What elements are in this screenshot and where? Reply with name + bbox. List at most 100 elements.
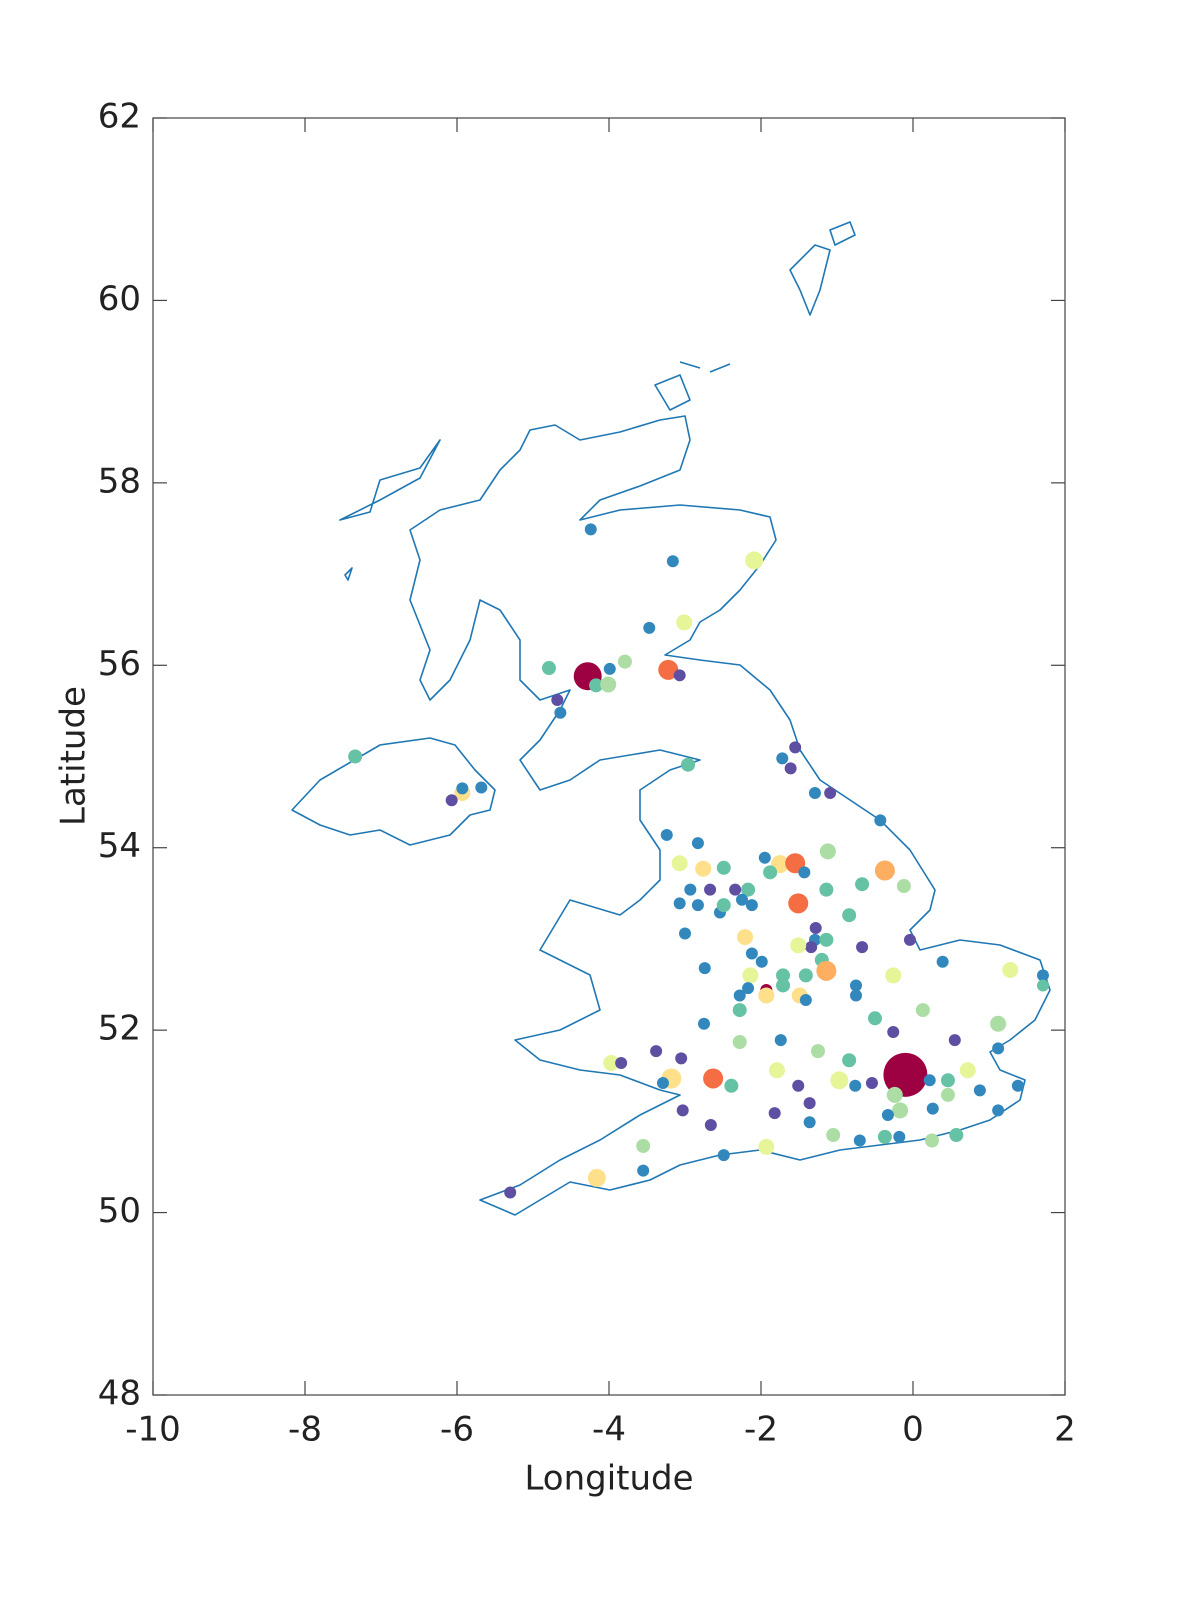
point — [803, 1116, 816, 1129]
point — [883, 1052, 928, 1097]
point — [850, 979, 862, 992]
point — [732, 1035, 747, 1050]
point — [936, 955, 949, 968]
point — [885, 967, 902, 984]
point — [768, 1062, 785, 1079]
point — [698, 962, 711, 975]
point — [732, 1003, 747, 1018]
point — [808, 786, 821, 799]
point — [819, 882, 834, 897]
y-tick-label: 54 — [98, 826, 141, 866]
point — [776, 968, 791, 983]
point — [877, 1129, 892, 1144]
point — [589, 678, 604, 693]
y-tick-label: 56 — [98, 644, 141, 684]
point — [850, 989, 862, 1002]
point — [763, 865, 778, 880]
point — [915, 1003, 930, 1018]
y-axis-label: Latitude — [54, 686, 94, 826]
point — [504, 1186, 517, 1199]
point — [940, 1087, 955, 1102]
point — [768, 1107, 781, 1120]
point — [1002, 961, 1019, 978]
point — [886, 1086, 903, 1103]
point — [698, 1017, 710, 1030]
point — [1036, 979, 1049, 992]
x-tick-label: -6 — [440, 1410, 474, 1450]
point — [789, 741, 802, 754]
x-tick-label: 2 — [1054, 1410, 1076, 1450]
point — [868, 1011, 882, 1026]
point — [853, 1134, 866, 1147]
orkney-outline — [654, 361, 731, 411]
point — [923, 1074, 936, 1087]
point — [776, 978, 791, 993]
point — [776, 752, 789, 765]
point — [666, 555, 679, 568]
y-tick-label: 62 — [98, 97, 141, 137]
y-tick-label: 48 — [98, 1374, 141, 1414]
point — [745, 947, 758, 960]
x-tick-label: -4 — [592, 1410, 626, 1450]
point — [603, 1054, 620, 1071]
point — [758, 851, 771, 864]
point — [874, 814, 887, 827]
point — [892, 1102, 909, 1119]
point — [949, 1128, 964, 1143]
point — [704, 1119, 717, 1132]
point — [737, 929, 754, 946]
point — [695, 860, 712, 877]
point — [676, 1104, 689, 1117]
x-tick-label: -10 — [125, 1410, 181, 1450]
point — [959, 1062, 976, 1079]
point — [903, 933, 916, 946]
point — [617, 654, 632, 669]
point — [660, 828, 673, 841]
point — [819, 932, 834, 947]
hebrides-outline — [339, 439, 441, 581]
point — [691, 837, 704, 850]
point — [716, 898, 731, 913]
point — [742, 967, 759, 984]
point — [673, 897, 686, 910]
point — [615, 1056, 628, 1069]
plot-frame — [152, 117, 1066, 1396]
x-axis-label: Longitude — [524, 1459, 693, 1499]
point — [926, 1102, 939, 1115]
point — [842, 1053, 857, 1068]
great-britain-outline — [409, 415, 1051, 1216]
point — [925, 1133, 939, 1148]
point — [788, 893, 809, 914]
point — [679, 927, 691, 940]
point — [992, 1042, 1005, 1055]
point — [703, 1068, 724, 1089]
x-tick-label: -2 — [744, 1410, 778, 1450]
point — [896, 879, 911, 894]
coastline — [291, 221, 1051, 1216]
point — [758, 987, 775, 1004]
point — [587, 1168, 606, 1187]
point — [856, 941, 869, 954]
point — [724, 1078, 739, 1093]
point — [940, 1073, 955, 1088]
point — [855, 877, 870, 892]
point — [673, 669, 686, 682]
point — [681, 757, 696, 772]
point — [865, 1077, 878, 1090]
point — [774, 1034, 787, 1047]
point — [600, 676, 617, 693]
point — [676, 614, 693, 631]
point — [830, 1071, 849, 1090]
point — [887, 1025, 900, 1038]
point — [805, 941, 818, 954]
point — [729, 883, 742, 896]
point — [745, 899, 758, 912]
point — [816, 960, 837, 981]
point — [741, 882, 756, 897]
point — [643, 621, 656, 634]
point — [475, 781, 488, 794]
point — [603, 662, 616, 675]
point — [445, 794, 458, 807]
point — [656, 1077, 669, 1090]
point — [717, 1149, 730, 1162]
